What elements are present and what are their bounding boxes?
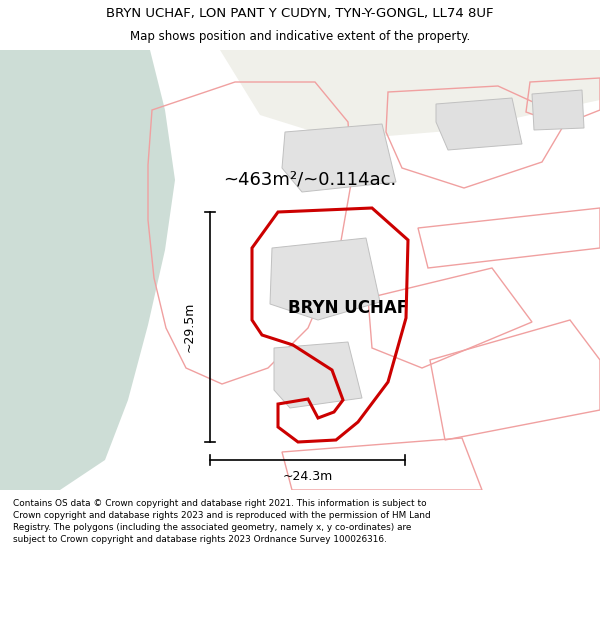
Text: BRYN UCHAF: BRYN UCHAF bbox=[288, 299, 408, 317]
Polygon shape bbox=[0, 50, 175, 490]
Polygon shape bbox=[436, 98, 522, 150]
Polygon shape bbox=[282, 124, 396, 192]
Text: Map shows position and indicative extent of the property.: Map shows position and indicative extent… bbox=[130, 30, 470, 43]
Text: ~463m²/~0.114ac.: ~463m²/~0.114ac. bbox=[223, 171, 397, 189]
Polygon shape bbox=[274, 342, 362, 408]
Polygon shape bbox=[270, 238, 380, 320]
Text: Contains OS data © Crown copyright and database right 2021. This information is : Contains OS data © Crown copyright and d… bbox=[13, 499, 431, 544]
Polygon shape bbox=[532, 90, 584, 130]
Text: BRYN UCHAF, LON PANT Y CUDYN, TYN-Y-GONGL, LL74 8UF: BRYN UCHAF, LON PANT Y CUDYN, TYN-Y-GONG… bbox=[106, 7, 494, 20]
Text: ~24.3m: ~24.3m bbox=[283, 470, 332, 483]
Text: ~29.5m: ~29.5m bbox=[183, 302, 196, 352]
Polygon shape bbox=[220, 50, 600, 140]
